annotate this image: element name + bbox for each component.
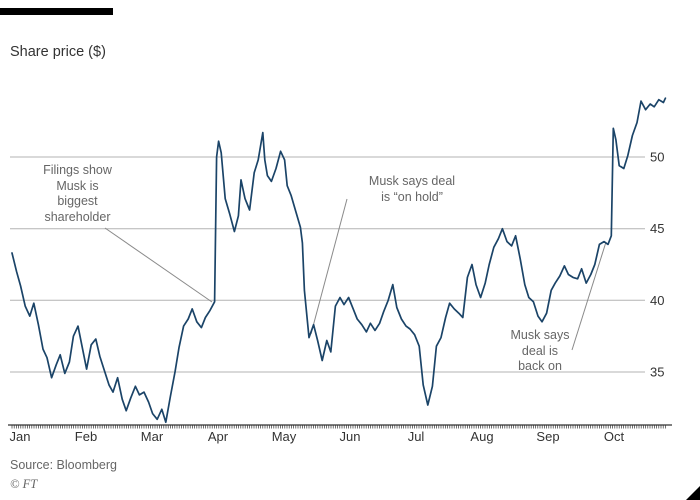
- y-axis-label: 40: [650, 293, 664, 308]
- x-axis-label: Oct: [604, 429, 625, 444]
- annotation-deal-back-on: Musk says deal is back on: [510, 328, 570, 373]
- x-axis-label: Jan: [10, 429, 31, 444]
- x-axis-label: Feb: [75, 429, 97, 444]
- chart-title: Share price ($): [10, 44, 106, 60]
- x-axis-label: Apr: [208, 429, 229, 444]
- x-axis-label: Jul: [408, 429, 425, 444]
- corner-triangle: [686, 486, 700, 500]
- x-axis-label: Aug: [470, 429, 493, 444]
- price-line: [11, 97, 667, 424]
- annotation-connector: [104, 227, 213, 303]
- top-bar: [0, 8, 113, 15]
- x-axis-label: Sep: [536, 429, 559, 444]
- annotation-filings-biggest-shareholder: Filings show Musk is biggest shareholder: [43, 163, 112, 224]
- annotation-connector: [571, 241, 607, 351]
- x-axis-label: Jun: [340, 429, 361, 444]
- y-axis-label: 35: [650, 365, 664, 380]
- x-axis-label: Mar: [141, 429, 164, 444]
- ft-credit: © FT: [10, 477, 38, 491]
- y-axis-label: 50: [650, 150, 664, 165]
- annotation-connector: [310, 198, 348, 335]
- x-axis-label: May: [272, 429, 297, 444]
- y-axis-label: 45: [650, 221, 664, 236]
- source-label: Source: Bloomberg: [10, 458, 118, 472]
- annotation-deal-on-hold: Musk says deal is “on hold”: [368, 174, 456, 204]
